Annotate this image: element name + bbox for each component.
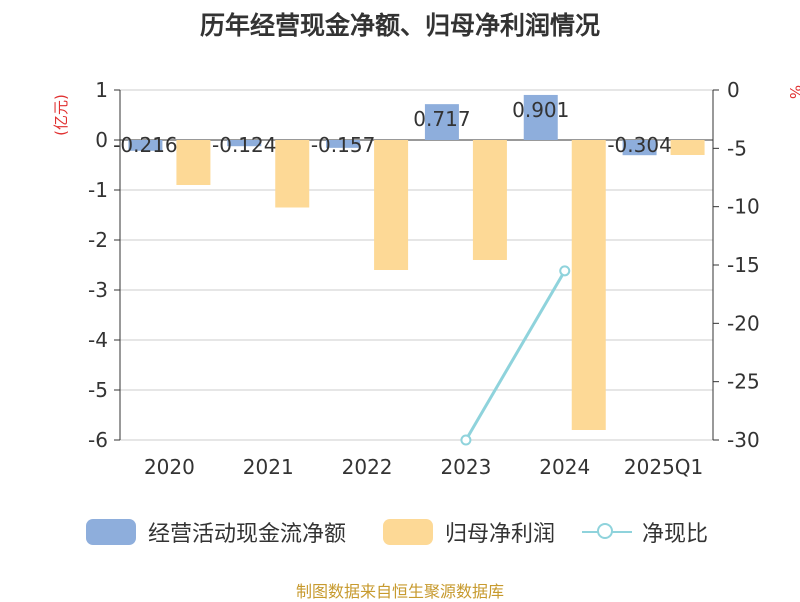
y-right-tick-label: -5 — [727, 136, 747, 160]
y-left-tick-label: -1 — [88, 178, 108, 202]
y-right-tick-label: -10 — [727, 195, 760, 219]
x-tick-label: 2020 — [144, 455, 195, 479]
y-right-axis-label: % — [786, 85, 800, 99]
x-tick-label: 2025Q1 — [624, 455, 703, 479]
data-label-cashflow: 0.901 — [512, 98, 569, 122]
point-cash-ratio — [559, 265, 571, 277]
point-cash-ratio — [460, 434, 472, 446]
x-tick-label: 2021 — [243, 455, 294, 479]
bar-cashflow — [227, 140, 262, 147]
y-left-tick-label: -5 — [88, 378, 108, 402]
data-label-cashflow: -0.304 — [607, 133, 671, 157]
source-note: 制图数据来自恒生聚源数据库 — [295, 582, 504, 601]
data-label-cashflow: -0.124 — [212, 133, 276, 157]
bar-net-profit — [670, 140, 705, 155]
y-left-tick-label: -4 — [88, 328, 108, 352]
legend-label-net-profit: 归母净利润 — [445, 522, 556, 547]
chart-title: 历年经营现金净额、归母净利润情况 — [199, 11, 600, 40]
legend-item-cash-ratio[interactable]: 净现比 — [582, 516, 708, 548]
bar-cashflow — [523, 94, 558, 140]
y-right-tick-label: -15 — [727, 253, 760, 277]
y-left-axis-label: (亿元) — [52, 94, 70, 136]
data-label-cashflow: -0.216 — [113, 133, 177, 157]
legend-swatch-cashflow — [86, 519, 136, 545]
y-left-tick-label: 1 — [95, 78, 108, 102]
data-label-cashflow: -0.157 — [311, 133, 375, 157]
x-tick-label: 2022 — [342, 455, 393, 479]
y-left-tick-label: -6 — [88, 428, 108, 452]
x-tick-label: 2023 — [440, 455, 491, 479]
y-left-tick-label: 0 — [95, 128, 108, 152]
chart-area: 1 0 -1 -2 -3 -4 -5 -6 0 -5 -10 -15 -20 -25 -30 (亿元)% 202… — [52, 78, 800, 479]
y-left-tick-label: -2 — [88, 228, 108, 252]
legend-swatch-net-profit — [383, 519, 433, 545]
y-right-tick-label: -25 — [727, 370, 760, 394]
bar-cashflow — [128, 140, 163, 151]
legend-item-net-profit[interactable]: 归母净利润 — [383, 516, 555, 548]
bar-net-profit — [472, 140, 507, 260]
legend-line-icon — [582, 519, 632, 545]
legend-label-cashflow: 经营活动现金流净额 — [148, 522, 347, 547]
data-label-cashflow: 0.717 — [413, 107, 470, 131]
bar-cashflow — [424, 104, 459, 140]
y-left-tick-label: -3 — [88, 278, 108, 302]
legend-item-cashflow[interactable]: 经营活动现金流净额 — [86, 516, 346, 548]
bar-net-profit — [374, 140, 409, 270]
bar-cashflow — [622, 140, 657, 156]
x-tick-label: 2024 — [539, 455, 590, 479]
bar-net-profit — [176, 140, 211, 185]
bar-net-profit — [571, 140, 606, 430]
y-right-tick-label: -30 — [727, 428, 760, 452]
y-right-tick-label: -20 — [727, 311, 760, 335]
line-cash-ratio — [464, 270, 567, 441]
legend: 经营活动现金流净额 归母净利润 净现比 — [0, 516, 800, 556]
bar-net-profit — [275, 140, 310, 208]
y-right-tick-label: 0 — [727, 78, 740, 102]
bar-cashflow — [326, 140, 361, 148]
legend-label-cash-ratio: 净现比 — [642, 522, 709, 547]
